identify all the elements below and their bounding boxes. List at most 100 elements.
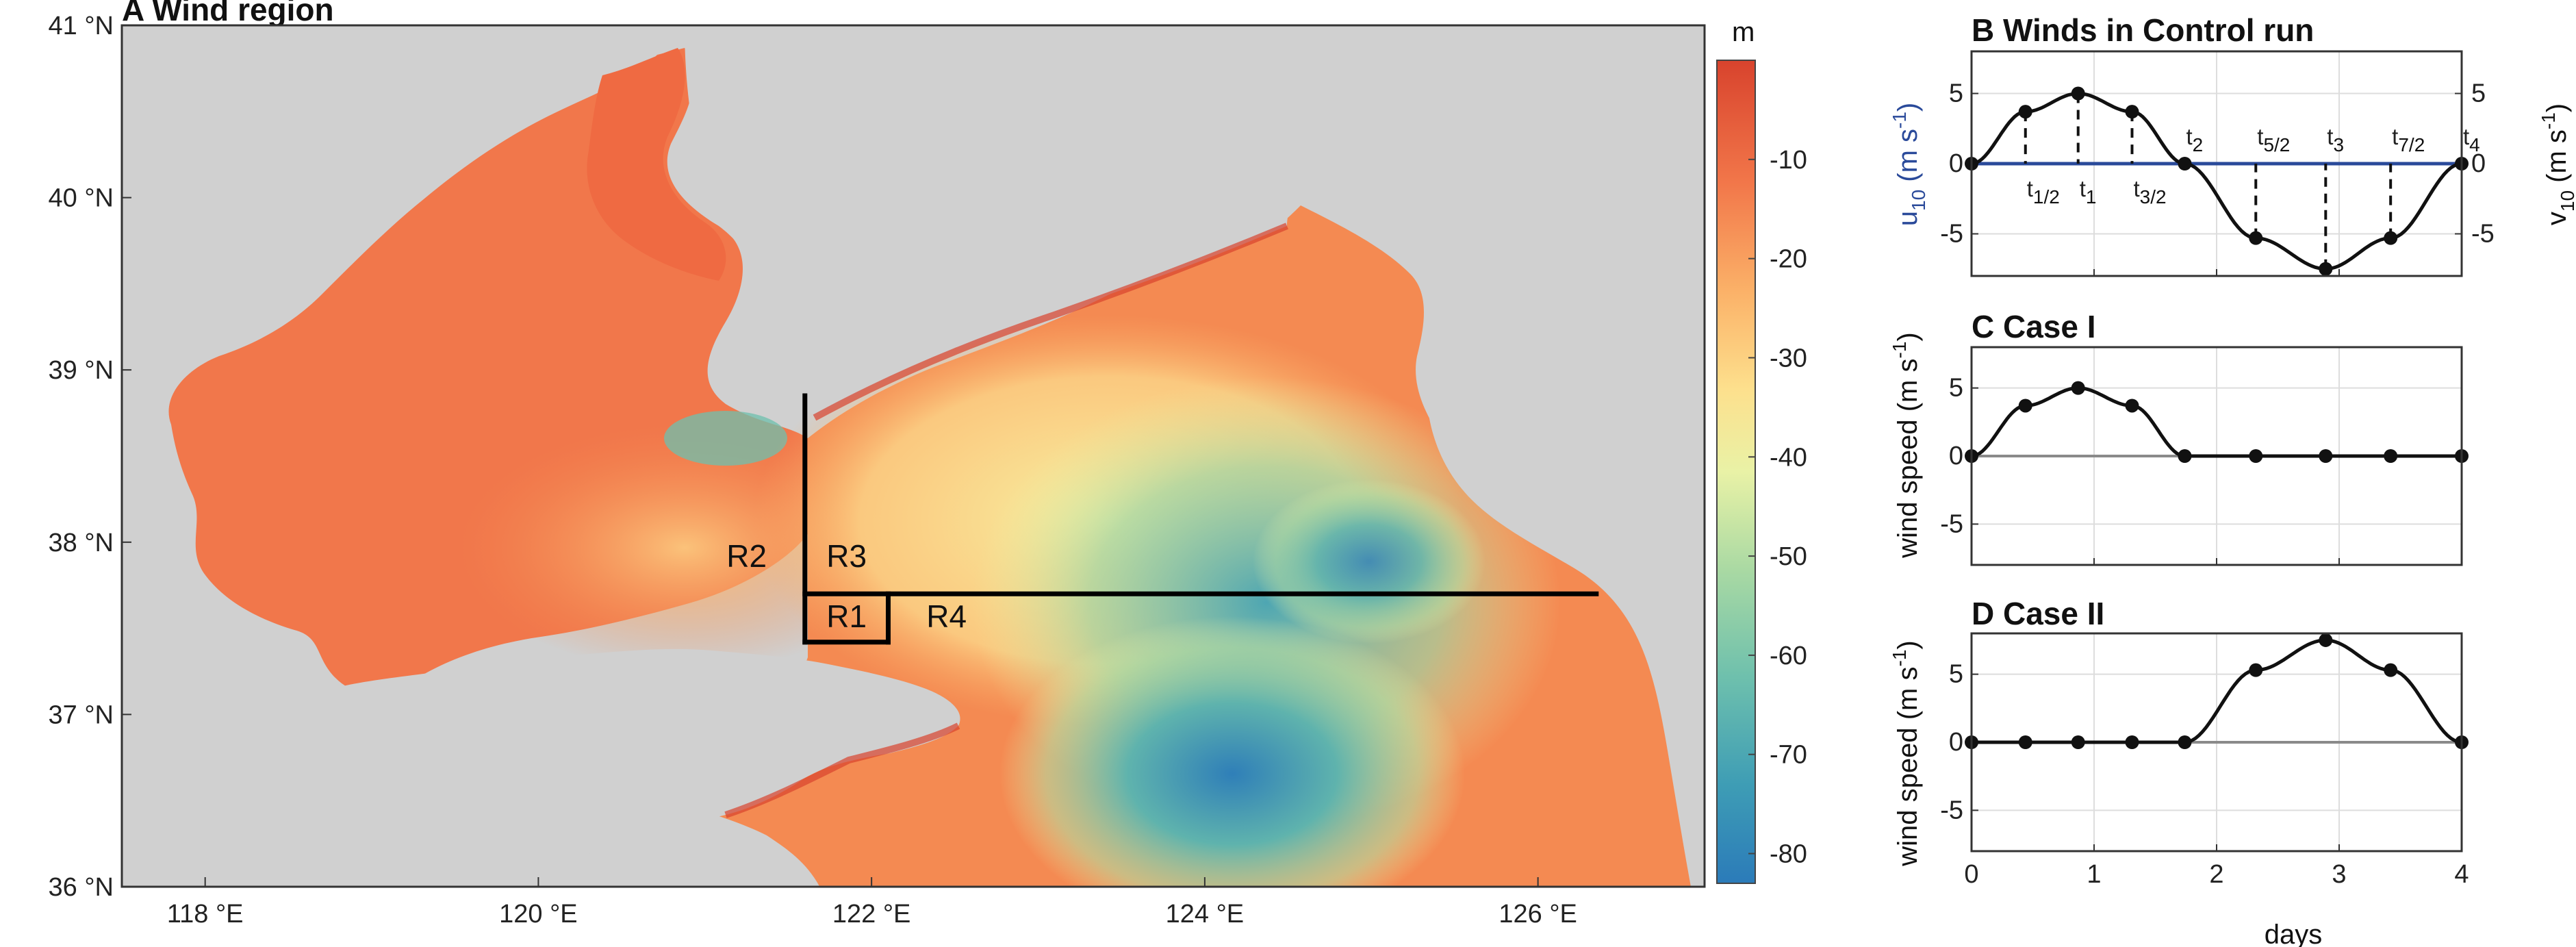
panel-d-xlabel: days: [2265, 920, 2323, 947]
time-marker-label: t4: [2463, 124, 2480, 155]
y-tick-label: -5: [1940, 796, 1963, 824]
y-tick-label: 0: [1949, 149, 1963, 178]
yellow-sea-deep-south: [999, 616, 1465, 887]
data-point: [2071, 86, 2085, 101]
time-marker-label: t3: [2327, 124, 2344, 155]
region-label-r2: R2: [726, 538, 767, 574]
region-label-r4: R4: [926, 598, 967, 634]
coast-accent-north: [813, 223, 1288, 421]
region-label-r1: R1: [826, 598, 867, 634]
map-area: [122, 25, 1705, 887]
data-point: [2018, 399, 2032, 413]
data-point: [2018, 105, 2032, 119]
colorbar-unit: m: [1732, 17, 1755, 47]
x-tick-label: 0: [1964, 860, 1978, 889]
y-tick-label: 0: [1949, 442, 1963, 470]
lat-tick-label: 39 °N: [49, 356, 114, 385]
panel-d-title: D Case II: [1972, 596, 2104, 631]
x-tick-label: 2: [2209, 860, 2223, 889]
shandong-peninsula: [122, 648, 960, 887]
region-label-r3: R3: [826, 538, 867, 574]
x-tick-label: 1: [2087, 860, 2101, 889]
data-point: [2071, 735, 2085, 749]
panel-d: D Case II -5 0 5 0 1 2 3 4: [1940, 596, 2469, 889]
time-marker-label: t1/2: [2027, 176, 2060, 207]
panel-a: A Wind region R2 R3R: [49, 0, 1706, 929]
data-point: [2249, 231, 2263, 245]
lon-tick-label: 118 °E: [167, 900, 244, 929]
colorbar-tick-label: -60: [1770, 642, 1807, 670]
colorbar-frame: [1716, 60, 1756, 884]
time-marker-label: t3/2: [2133, 176, 2166, 207]
longitude-ticks: 118 °E 120 °E 122 °E 124 °E 126 °E: [167, 877, 1577, 929]
panel-d-ylabel: wind speed (m s-1): [1889, 640, 1923, 866]
panel-b: B Winds in Control run -5 -5 0 0 5 5 t1/2 t1 t3/…: [1940, 12, 2495, 277]
plot-frame: [1970, 346, 2463, 566]
coast-accent-south: [724, 722, 960, 818]
yellow-sea-deep-east: [1253, 479, 1485, 644]
lat-tick-label: 40 °N: [49, 184, 114, 213]
y-tick-label: 0: [1949, 728, 1963, 757]
time-marker-label: t1: [2080, 176, 2097, 207]
y-tick-label: 5: [1949, 79, 1963, 108]
lon-tick-label: 126 °E: [1499, 900, 1577, 929]
y-right-tick-label: 5: [2471, 79, 2486, 108]
data-point: [2249, 663, 2263, 677]
y-tick-label: 5: [1949, 374, 1963, 403]
data-point: [2125, 735, 2139, 749]
lon-tick-label: 124 °E: [1166, 900, 1245, 929]
latitude-ticks: 36 °N 37 °N 38 °N 39 °N 40 °N 41 °N: [49, 12, 131, 902]
data-point: [2178, 157, 2192, 171]
data-point: [2384, 231, 2398, 245]
data-point: [2319, 633, 2333, 647]
time-marker-label: t7/2: [2392, 124, 2425, 155]
region-boundaries: [802, 393, 1599, 645]
colorbar-tick-label: -80: [1770, 840, 1807, 869]
colorbar-ticks: -10 -20 -30 -40 -50 -60 -70 -80: [1748, 146, 1807, 869]
colorbar-tick-label: -10: [1770, 146, 1807, 175]
panel-b-title: B Winds in Control run: [1972, 12, 2314, 48]
korea-coast: [1382, 25, 1705, 887]
lon-tick-label: 120 °E: [499, 900, 578, 929]
data-point: [2384, 449, 2398, 463]
plot-frame: [1970, 50, 2463, 277]
data-point: [2319, 449, 2333, 463]
colorbar-tick-label: -40: [1770, 443, 1807, 472]
data-point: [2125, 399, 2139, 413]
x-tick-label: 3: [2332, 860, 2346, 889]
panel-b-ylabel-right: v10 (m s-1): [2538, 103, 2576, 225]
data-point: [2018, 735, 2032, 749]
liaodong-peninsula: [685, 25, 1369, 418]
colorbar-tick-label: -50: [1770, 542, 1807, 571]
lon-tick-label: 122 °E: [832, 900, 911, 929]
map-frame: [120, 24, 1706, 888]
data-point: [2071, 381, 2085, 395]
y-tick-label: -5: [1940, 509, 1963, 538]
y-tick-label: -5: [1940, 220, 1963, 249]
data-point: [2178, 735, 2192, 749]
colorbar-tick-label: -20: [1770, 245, 1807, 274]
data-point: [2249, 449, 2263, 463]
time-marker-label: t2: [2186, 124, 2203, 155]
colorbar-ramp: [1717, 60, 1755, 883]
panel-c: C Case I -5 0 5: [1940, 309, 2469, 566]
panel-c-title: C Case I: [1972, 309, 2096, 344]
lat-tick-label: 36 °N: [49, 873, 114, 902]
lat-tick-label: 37 °N: [49, 700, 114, 729]
data-point: [2178, 449, 2192, 463]
panel-a-title: A Wind region: [122, 0, 334, 27]
panel-b-ylabel-left: u10 (m s-1): [1889, 103, 1929, 227]
lat-tick-label: 41 °N: [49, 12, 114, 40]
y-right-tick-label: -5: [2471, 220, 2495, 249]
colorbar-tick-label: -30: [1770, 344, 1807, 373]
region-labels: R2 R3 R1 R4: [726, 538, 967, 634]
y-tick-label: 5: [1949, 660, 1963, 689]
plot-frame: [1970, 632, 2463, 853]
panel-c-ylabel: wind speed (m s-1): [1889, 332, 1923, 558]
colorbar-tick-label: -70: [1770, 741, 1807, 770]
colorbar: m -10 -20 -30 -40 -50 -60 -70 -80: [1716, 17, 1807, 884]
time-marker-label: t5/2: [2257, 124, 2290, 155]
data-point: [2319, 262, 2333, 276]
data-point: [2125, 105, 2139, 119]
